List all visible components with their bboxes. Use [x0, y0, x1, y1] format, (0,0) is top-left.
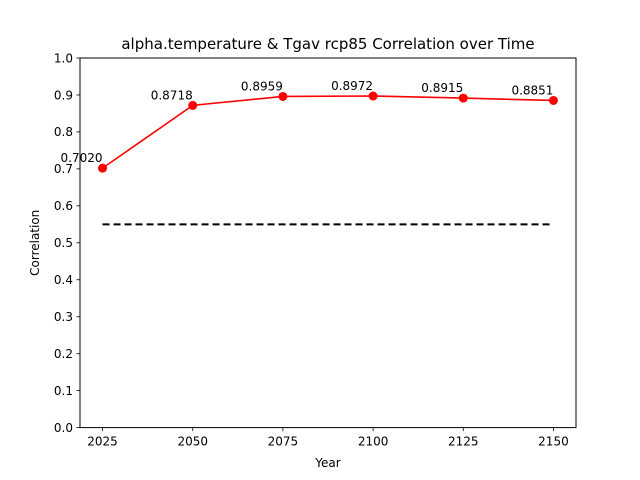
chart-marks: 0.7020 0.8718 0.8959 0.8972 0.8915 0.8851 [61, 79, 558, 226]
data-point [278, 91, 288, 101]
y-tick-label: 0.3 [54, 310, 73, 324]
y-tick-label: 0.4 [54, 273, 73, 287]
y-tick-label: 0.6 [54, 199, 73, 213]
y-tick-label: 0.0 [54, 421, 73, 435]
data-point [368, 91, 378, 101]
y-tick-label: 0.5 [54, 236, 73, 250]
y-tick-label: 0.9 [54, 88, 73, 102]
data-label: 0.8851 [511, 83, 553, 97]
data-label: 0.8718 [151, 88, 193, 102]
data-point [98, 163, 108, 173]
y-tick-label: 0.8 [54, 125, 73, 139]
y-axis-ticks: 0.0 0.1 0.2 0.3 0.4 0.5 0.6 0.7 0.8 0.9 1.0 [54, 51, 80, 435]
data-point [548, 95, 558, 105]
data-label: 0.7020 [61, 151, 103, 165]
data-label: 0.8972 [331, 79, 373, 93]
data-label: 0.8959 [241, 79, 283, 93]
x-tick-label: 2150 [538, 435, 569, 449]
plot-area-frame [79, 57, 577, 429]
x-axis-ticks: 2025 2050 2075 2100 2125 2150 [87, 427, 569, 449]
y-tick-label: 0.2 [54, 347, 73, 361]
data-label: 0.8915 [421, 81, 463, 95]
x-tick-label: 2100 [358, 435, 389, 449]
x-tick-label: 2075 [268, 435, 299, 449]
y-tick-label: 0.7 [54, 162, 73, 176]
series-line [102, 95, 554, 169]
y-tick-label: 0.1 [54, 384, 73, 398]
x-tick-label: 2125 [448, 435, 479, 449]
y-axis-label: Correlation [28, 210, 42, 276]
chart-title: alpha.temperature & Tgav rcp85 Correlati… [121, 35, 534, 53]
x-axis-label: Year [314, 456, 340, 470]
x-tick-label: 2050 [177, 435, 208, 449]
data-point [458, 93, 468, 103]
y-tick-label: 1.0 [54, 51, 73, 65]
x-tick-label: 2025 [87, 435, 118, 449]
data-point [188, 100, 198, 110]
